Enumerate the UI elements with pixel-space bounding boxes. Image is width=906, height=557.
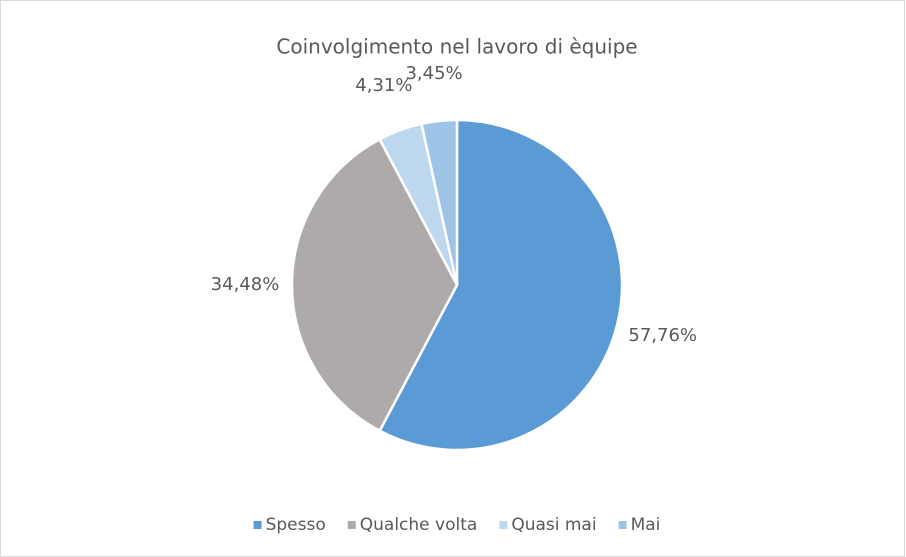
pie-slice bbox=[290, 137, 459, 433]
legend-marker bbox=[499, 521, 508, 529]
data-label: 34,48% bbox=[211, 274, 280, 295]
data-label: 4,31% bbox=[355, 75, 412, 96]
legend-marker bbox=[253, 521, 262, 529]
legend-label: Qualche volta bbox=[360, 515, 478, 535]
pie-slice bbox=[378, 118, 624, 452]
data-label: 3,45% bbox=[405, 63, 462, 84]
data-label: 57,76% bbox=[628, 325, 697, 346]
legend-label: Quasi mai bbox=[511, 515, 596, 535]
pie-slice bbox=[420, 118, 459, 286]
legend-label: Mai bbox=[631, 515, 661, 535]
legend-marker bbox=[347, 521, 356, 529]
chart-title: Coinvolgimento nel lavoro di èquipe bbox=[276, 35, 637, 59]
legend-marker bbox=[618, 521, 627, 529]
legend-label: Spesso bbox=[266, 515, 326, 535]
